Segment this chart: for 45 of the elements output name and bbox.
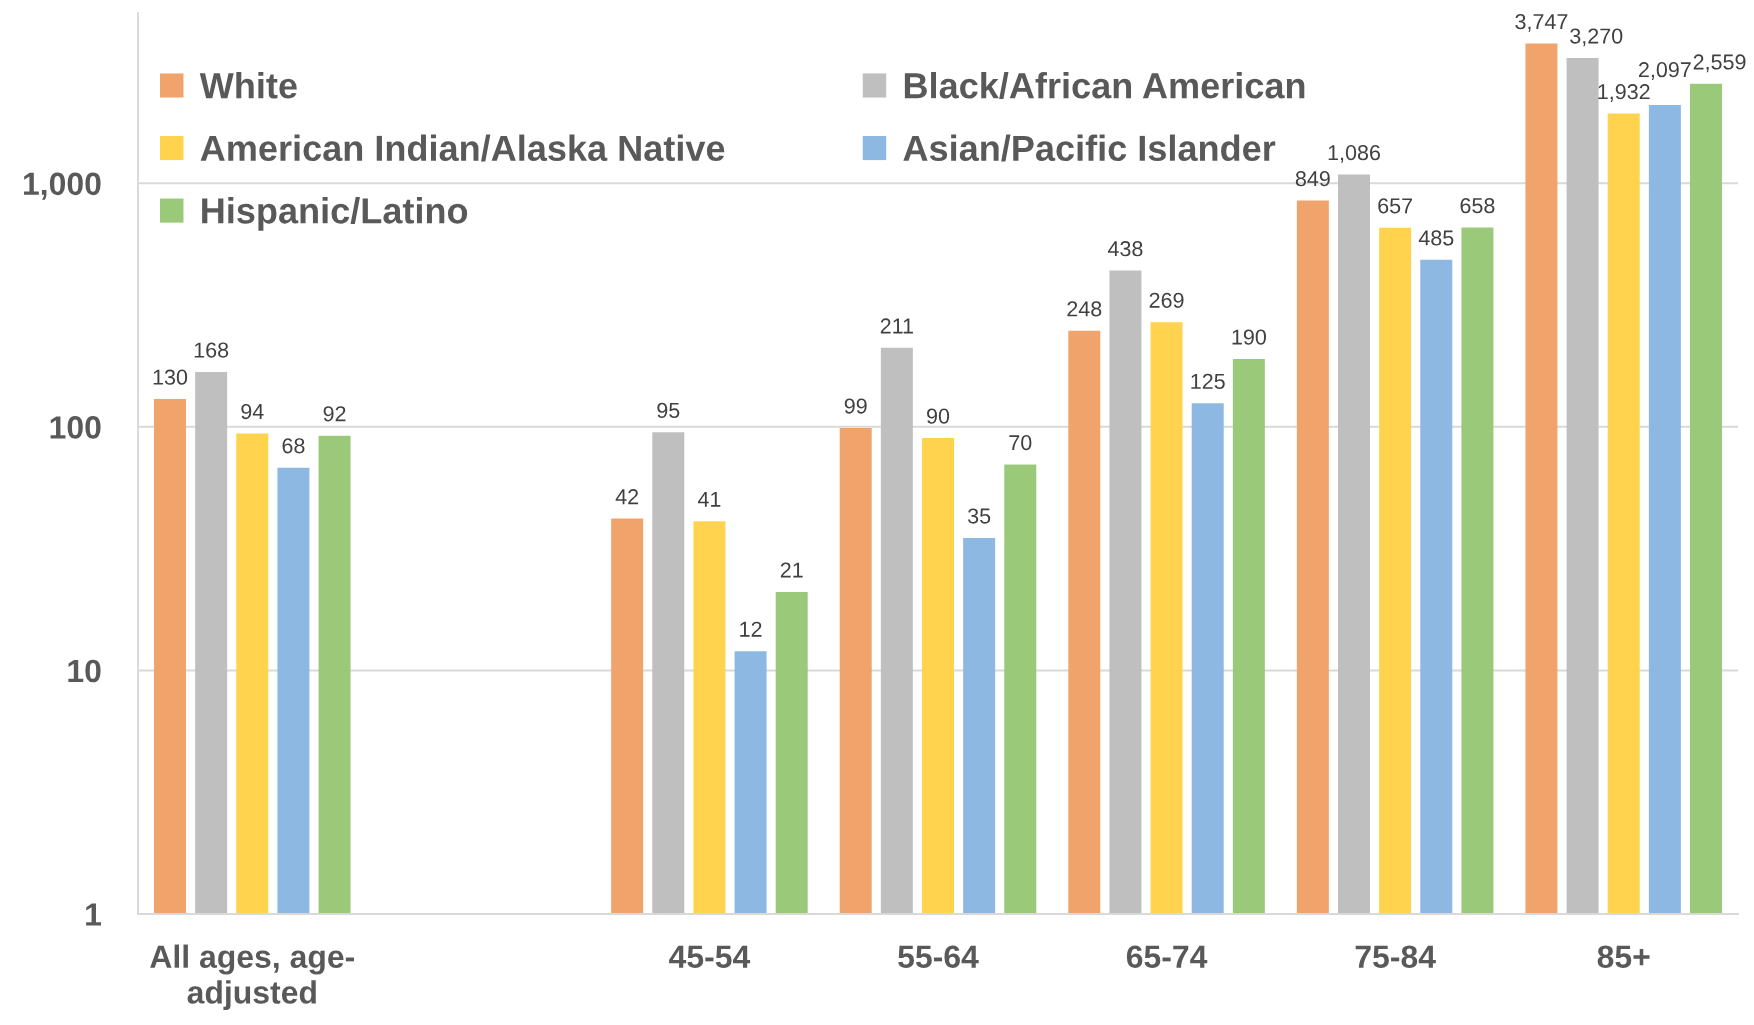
data-label: 95: [657, 402, 680, 419]
data-label: 438: [1107, 241, 1143, 257]
data-label: 21: [780, 562, 803, 578]
y-tick-label: 1,000: [23, 172, 101, 200]
data-label: 125: [1191, 373, 1225, 389]
data-label: 248: [1067, 301, 1102, 317]
data-label: 70: [1009, 435, 1032, 451]
x-tick-label: 45-54: [669, 945, 751, 969]
legend-label: Hispanic/Latino: [202, 197, 468, 231]
legend-label: Black/African American: [904, 72, 1305, 99]
data-label: 190: [1232, 329, 1266, 345]
data-label: 41: [697, 491, 721, 507]
data-label: 2,559: [1693, 54, 1746, 73]
data-label: 168: [194, 342, 229, 358]
x-tick-label: 55-64: [898, 945, 979, 969]
data-label: 130: [153, 369, 188, 385]
data-label: 94: [241, 403, 264, 420]
data-label: 90: [927, 408, 950, 424]
data-label: 12: [740, 621, 762, 637]
y-tick-label: 1: [86, 903, 101, 926]
y-tick-label: 100: [50, 416, 101, 439]
data-label: 92: [323, 406, 346, 422]
data-label: 35: [967, 508, 991, 524]
data-label: 658: [1460, 198, 1495, 214]
data-label: 68: [282, 438, 305, 454]
data-label: 211: [880, 318, 913, 334]
data-label: 849: [1295, 171, 1330, 187]
legend-label: Asian/Pacific Islander: [903, 134, 1276, 162]
data-label: 3,747: [1515, 14, 1568, 32]
data-label: 3,270: [1570, 28, 1623, 47]
legend-label: White: [199, 72, 297, 99]
data-label: 485: [1418, 230, 1454, 246]
x-tick-label: All ages, age-adjusted: [150, 944, 354, 1011]
legend-label: American Indian/Alaska Native: [200, 134, 725, 162]
data-label: 1,932: [1598, 84, 1650, 102]
data-label: 2,097: [1639, 62, 1691, 80]
data-label: 99: [844, 398, 867, 414]
data-label: 42: [615, 489, 639, 505]
data-label: 1,086: [1328, 145, 1380, 163]
data-label: 269: [1149, 292, 1184, 308]
x-tick-label: 85+: [1597, 945, 1650, 969]
x-tick-label: 75-84: [1355, 945, 1436, 969]
y-tick-label: 10: [68, 659, 101, 683]
x-tick-label: 65-74: [1126, 945, 1208, 969]
data-label: 657: [1378, 198, 1413, 214]
